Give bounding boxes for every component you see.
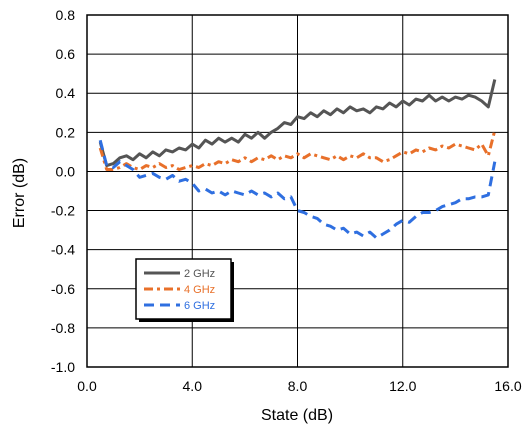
legend: 2 GHz 4 GHz 6 GHz bbox=[135, 258, 234, 322]
x-tick-labels: 0.0 4.0 8.0 12.0 16.0 bbox=[77, 378, 522, 394]
x-tick-label: 0.0 bbox=[77, 378, 97, 394]
y-tick-label: -0.2 bbox=[51, 203, 75, 219]
legend-label-1: 2 GHz bbox=[184, 268, 215, 280]
legend-label-2: 4 GHz bbox=[184, 284, 215, 296]
x-tick-label: 4.0 bbox=[183, 378, 203, 394]
x-tick-label: 12.0 bbox=[389, 378, 416, 394]
y-tick-label: 0.8 bbox=[56, 7, 76, 23]
x-axis-label: State (dB) bbox=[261, 407, 333, 424]
series-lines bbox=[98, 79, 497, 240]
y-tick-label: 0.4 bbox=[56, 85, 76, 101]
legend-label-3: 6 GHz bbox=[184, 300, 215, 312]
y-tick-labels: 0.8 0.6 0.4 0.2 0.0 -0.2 -0.4 -0.6 -0.8 -1.0 bbox=[51, 7, 75, 375]
legend-box bbox=[135, 258, 232, 320]
y-tick-label: 0.2 bbox=[56, 124, 76, 140]
series-line-1 bbox=[98, 79, 497, 168]
y-tick-label: -0.4 bbox=[51, 242, 75, 258]
y-tick-label: -0.6 bbox=[51, 281, 75, 297]
series-line-2 bbox=[98, 130, 497, 171]
x-tick-label: 16.0 bbox=[494, 378, 521, 394]
y-tick-label: 0.0 bbox=[56, 163, 76, 179]
y-axis-label: Error (dB) bbox=[11, 158, 28, 228]
x-tick-label: 8.0 bbox=[288, 378, 308, 394]
y-tick-label: 0.6 bbox=[56, 46, 76, 62]
y-tick-label: -0.8 bbox=[51, 320, 75, 336]
y-tick-label: -1.0 bbox=[51, 359, 75, 375]
series-line-3 bbox=[98, 139, 497, 240]
plot-area-border bbox=[86, 14, 509, 368]
